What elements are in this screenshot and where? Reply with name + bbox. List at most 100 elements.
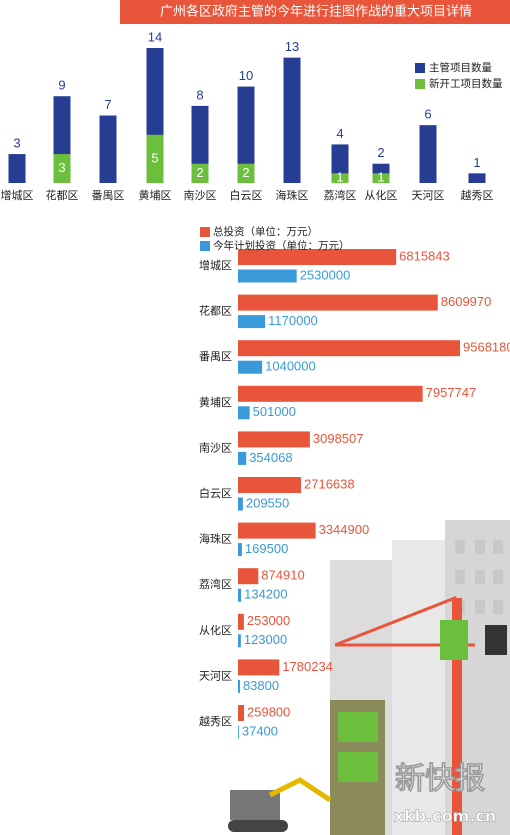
data-label: 3 bbox=[13, 136, 20, 151]
bar bbox=[8, 154, 26, 183]
data-label: 123000 bbox=[244, 632, 287, 647]
x-tick-label: 荔湾区 bbox=[324, 188, 357, 202]
data-label: 4 bbox=[336, 126, 343, 141]
bar bbox=[191, 163, 209, 183]
bar bbox=[99, 115, 117, 183]
x-tick-label: 番禺区 bbox=[92, 189, 125, 202]
data-label: 3344900 bbox=[319, 522, 370, 537]
bar bbox=[238, 315, 266, 329]
data-label: 3098507 bbox=[313, 431, 364, 446]
bar bbox=[238, 431, 310, 448]
legend-swatch bbox=[415, 79, 425, 89]
x-tick-label: 花都区 bbox=[46, 189, 79, 202]
bar bbox=[238, 249, 397, 265]
bar bbox=[238, 659, 280, 676]
bar bbox=[238, 360, 263, 374]
y-tick-label: 从化区 bbox=[199, 623, 232, 637]
y-tick-label: 增城区 bbox=[199, 258, 232, 272]
data-label: 501000 bbox=[253, 404, 296, 419]
x-tick-label: 越秀区 bbox=[461, 188, 494, 202]
y-tick-label: 荔湾区 bbox=[199, 577, 232, 591]
data-label: 134200 bbox=[244, 587, 287, 602]
x-tick-label: 海珠区 bbox=[276, 188, 309, 202]
legend-label: 今年计划投资（单位：万元） bbox=[213, 239, 350, 252]
bar bbox=[372, 173, 390, 183]
bar bbox=[238, 725, 239, 739]
bar bbox=[238, 406, 250, 420]
data-label: 1 bbox=[336, 170, 343, 185]
data-label: 1040000 bbox=[265, 359, 316, 374]
data-label: 14 bbox=[148, 29, 162, 44]
bar bbox=[238, 522, 316, 539]
data-label: 6815843 bbox=[399, 248, 450, 263]
data-label: 169500 bbox=[245, 541, 288, 556]
legend-swatch bbox=[200, 241, 210, 251]
y-tick-label: 白云区 bbox=[199, 486, 232, 500]
bar bbox=[468, 173, 486, 183]
bar bbox=[237, 86, 255, 183]
bar bbox=[331, 173, 349, 183]
data-label: 2 bbox=[377, 145, 384, 160]
bar bbox=[238, 269, 297, 283]
bar bbox=[238, 613, 244, 630]
data-label: 7957747 bbox=[426, 385, 477, 400]
bar bbox=[283, 57, 301, 184]
y-tick-label: 黄埔区 bbox=[199, 395, 232, 409]
watermark: 新快报 bbox=[395, 762, 485, 797]
data-label: 259800 bbox=[247, 704, 290, 719]
bar bbox=[238, 705, 245, 721]
y-tick-label: 天河区 bbox=[199, 669, 232, 682]
legend-swatch bbox=[200, 227, 210, 237]
background-illustration bbox=[228, 520, 510, 835]
data-label: 1170000 bbox=[268, 313, 318, 328]
data-label: 2530000 bbox=[300, 267, 351, 282]
bar bbox=[238, 294, 438, 311]
data-label: 874910 bbox=[261, 568, 304, 583]
data-label: 2716638 bbox=[304, 476, 355, 491]
bar bbox=[238, 340, 460, 357]
y-tick-label: 番禺区 bbox=[199, 350, 232, 363]
data-label: 5 bbox=[151, 150, 158, 165]
data-label: 253000 bbox=[247, 613, 290, 628]
bar bbox=[238, 679, 240, 693]
x-tick-label: 黄埔区 bbox=[139, 188, 172, 202]
bar bbox=[238, 634, 241, 648]
bar bbox=[238, 385, 423, 402]
data-label: 209550 bbox=[246, 495, 289, 510]
bar bbox=[419, 125, 437, 183]
data-label: 9568180 bbox=[463, 340, 510, 355]
legend-label: 主管项目数量 bbox=[429, 61, 492, 74]
bar bbox=[238, 543, 242, 557]
x-tick-label: 白云区 bbox=[230, 188, 263, 202]
x-tick-label: 南沙区 bbox=[184, 189, 217, 202]
data-label: 3 bbox=[58, 160, 65, 175]
data-label: 2 bbox=[242, 165, 249, 180]
bar bbox=[238, 568, 259, 585]
y-tick-label: 花都区 bbox=[199, 305, 232, 318]
data-label: 13 bbox=[285, 39, 299, 54]
title: 广州各区政府主管的今年进行挂图作战的重大项目详情 bbox=[160, 4, 472, 20]
data-label: 1 bbox=[473, 155, 480, 170]
title-banner bbox=[120, 0, 510, 24]
data-label: 1 bbox=[377, 170, 384, 185]
x-tick-label: 增城区 bbox=[1, 188, 34, 202]
data-label: 10 bbox=[239, 68, 253, 83]
legend-label: 总投资（单位：万元） bbox=[213, 225, 318, 238]
y-tick-label: 南沙区 bbox=[199, 441, 232, 454]
bar bbox=[238, 497, 243, 511]
bar bbox=[238, 588, 242, 602]
data-label: 6 bbox=[424, 107, 431, 122]
y-tick-label: 海珠区 bbox=[199, 532, 232, 546]
bar bbox=[237, 163, 255, 183]
bar bbox=[53, 154, 71, 183]
data-label: 8 bbox=[196, 87, 203, 102]
legend-label: 新开工项目数量 bbox=[429, 77, 503, 90]
data-label: 1780234 bbox=[282, 659, 333, 674]
watermark-url: xkb.com.cn bbox=[394, 807, 497, 826]
data-label: 8609970 bbox=[441, 294, 492, 309]
data-label: 2 bbox=[196, 165, 203, 180]
data-label: 37400 bbox=[242, 723, 278, 738]
x-tick-label: 从化区 bbox=[365, 188, 398, 202]
bar bbox=[238, 477, 302, 493]
bar bbox=[238, 451, 247, 465]
